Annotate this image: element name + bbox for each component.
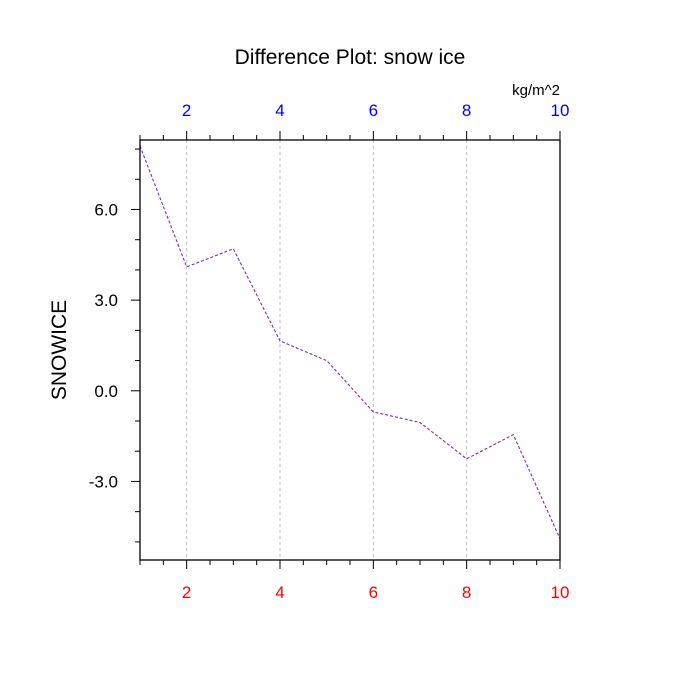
plot-frame xyxy=(139,139,561,561)
chart-title: Difference Plot: snow ice xyxy=(235,46,466,69)
x-tick-label-top: 4 xyxy=(275,101,284,120)
x-tick-label-bottom: 8 xyxy=(462,583,471,602)
x-tick-label-bottom: 10 xyxy=(551,583,570,602)
units-label: kg/m^2 xyxy=(512,82,560,99)
series-layer xyxy=(139,145,561,540)
series-line xyxy=(139,145,561,540)
y-tick-label: -3.0 xyxy=(89,472,118,491)
y-axis-label: SNOWICE xyxy=(48,300,71,400)
axis-ticks xyxy=(131,131,561,569)
x-tick-label-bottom: 2 xyxy=(182,583,191,602)
tick-labels: 2 2 4 4 6 6 8 8 10 10 -3.0 0.0 3.0 6.0 xyxy=(89,101,570,602)
x-tick-label-top: 8 xyxy=(462,101,471,120)
grid-lines xyxy=(186,140,468,560)
x-tick-label-bottom: 6 xyxy=(369,583,378,602)
y-tick-label: 0.0 xyxy=(94,382,118,401)
x-tick-label-bottom: 4 xyxy=(275,583,284,602)
y-tick-label: 6.0 xyxy=(94,200,118,219)
x-tick-label-top: 6 xyxy=(369,101,378,120)
x-tick-label-top: 2 xyxy=(182,101,191,120)
x-tick-label-top: 10 xyxy=(551,101,570,120)
y-tick-label: 3.0 xyxy=(94,291,118,310)
